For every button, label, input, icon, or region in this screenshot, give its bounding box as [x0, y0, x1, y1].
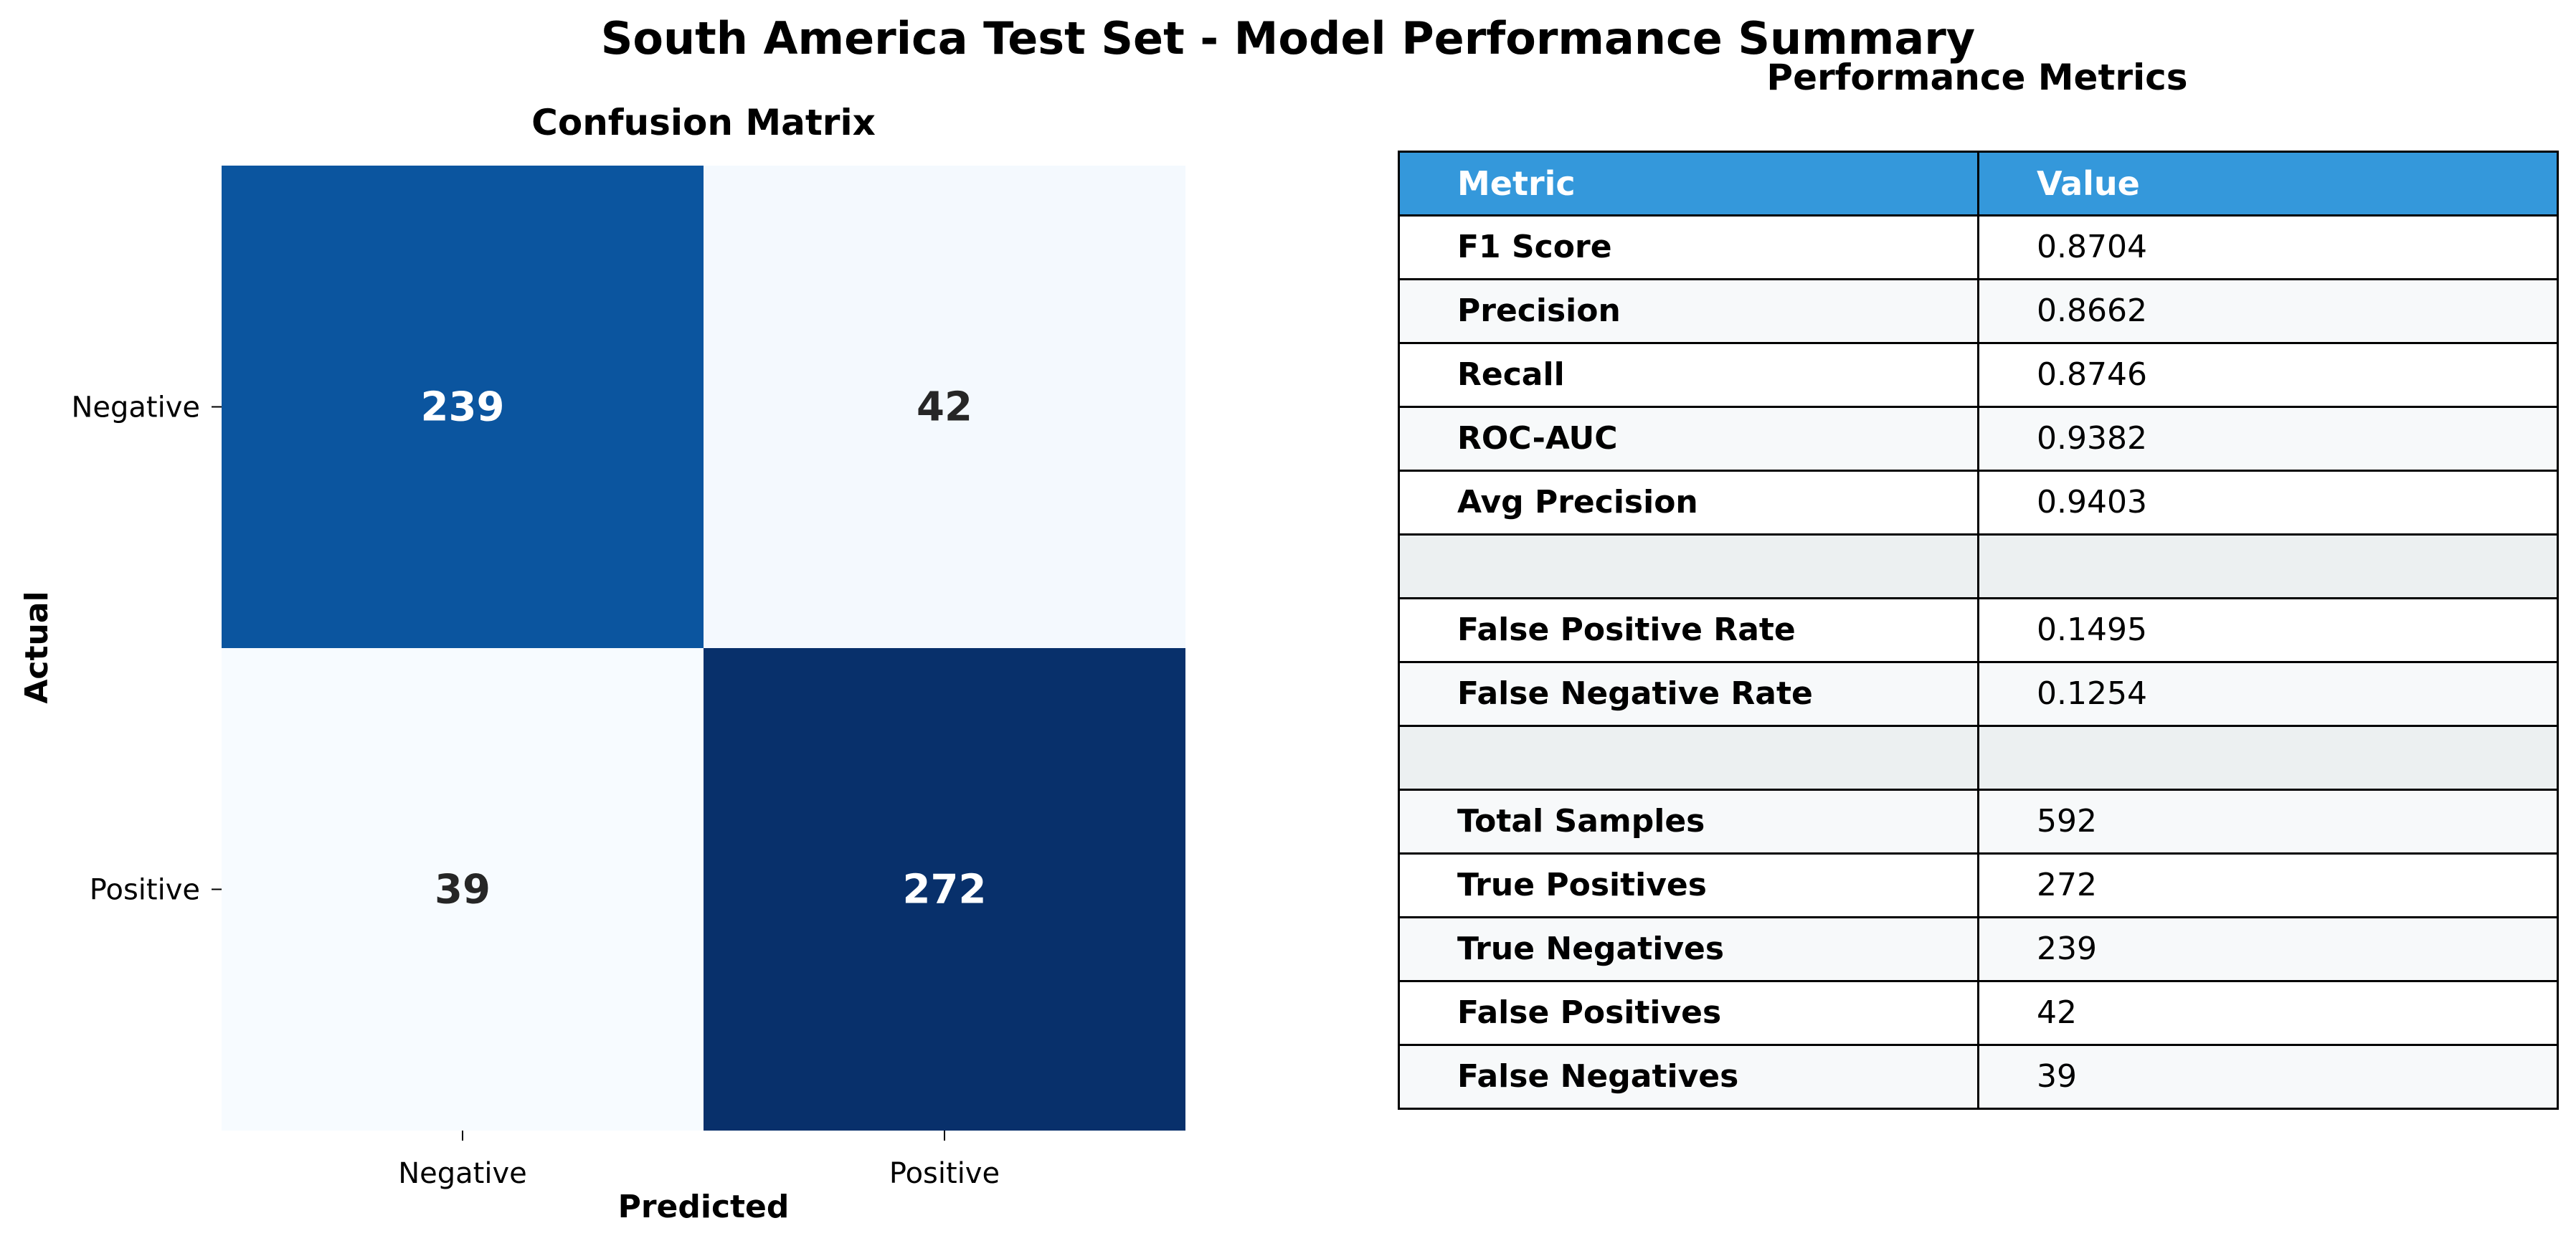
table-row: Recall 0.8746 [1398, 342, 2559, 408]
metric-value-cell: 0.8662 [1977, 278, 2559, 344]
table-row: False Positive Rate 0.1495 [1398, 597, 2559, 663]
metric-value-cell: 0.9403 [1977, 470, 2559, 536]
table-row: Total Samples 592 [1398, 789, 2559, 855]
table-row: True Negatives 239 [1398, 916, 2559, 982]
metrics-table: Metric Value F1 Score 0.8704 Precision 0.86… [1398, 151, 2559, 1110]
table-row: Precision 0.8662 [1398, 278, 2559, 344]
metrics-table-title: Performance Metrics [1766, 57, 2188, 98]
metric-name-cell: F1 Score [1398, 214, 1979, 280]
heatmap-cell-label: 39 [435, 867, 491, 913]
table-header-cell: Metric [1398, 151, 1979, 217]
metric-value-cell: 39 [1977, 1044, 2559, 1110]
metric-name-cell: True Positives [1398, 852, 1979, 918]
table-row: False Positives 42 [1398, 980, 2559, 1046]
figure-title: South America Test Set - Model Performan… [600, 12, 1976, 65]
heatmap-cell-label: 42 [917, 384, 972, 431]
metric-name-cell: False Positives [1398, 980, 1979, 1046]
metric-name-cell [1398, 533, 1979, 599]
heatmap-cell-label: 239 [421, 384, 505, 431]
metric-value-cell: 239 [1977, 916, 2559, 982]
table-row: ROC-AUC 0.9382 [1398, 406, 2559, 472]
x-axis-label: Predicted [618, 1189, 790, 1225]
table-header-row: Metric Value [1398, 151, 2559, 217]
metric-name-cell [1398, 725, 1979, 791]
table-separator-row [1398, 725, 2559, 791]
x-tick-label: Negative [398, 1157, 527, 1190]
table-row: False Negative Rate 0.1254 [1398, 661, 2559, 727]
heatmap-cells: 239 42 39 272 [222, 166, 1185, 1131]
confusion-matrix-chart: 239 42 39 272 Negative Positive Negative Posit… [19, 166, 1185, 1225]
metric-value-cell: 0.1495 [1977, 597, 2559, 663]
table-row: F1 Score 0.8704 [1398, 214, 2559, 280]
metric-value-cell: 42 [1977, 980, 2559, 1046]
heatmap-cell-label: 272 [903, 867, 987, 913]
metric-name-cell: ROC-AUC [1398, 406, 1979, 472]
table-separator-row [1398, 533, 2559, 599]
metric-name-cell: True Negatives [1398, 916, 1979, 982]
table-header-cell: Value [1977, 151, 2559, 217]
confusion-matrix-title: Confusion Matrix [531, 102, 876, 143]
x-tick-label: Positive [889, 1157, 1000, 1190]
metric-value-cell [1977, 533, 2559, 599]
metric-value-cell: 0.8704 [1977, 214, 2559, 280]
heatmap-cell [704, 166, 1185, 648]
table-row: False Negatives 39 [1398, 1044, 2559, 1110]
heatmap-ticks: Negative Positive Negative Positive [71, 391, 1000, 1191]
table-row: Avg Precision 0.9403 [1398, 470, 2559, 536]
heatmap-cell [222, 648, 704, 1131]
y-tick-label: Positive [90, 874, 200, 907]
metric-value-cell: 0.8746 [1977, 342, 2559, 408]
heatmap-cell [704, 648, 1185, 1131]
metric-name-cell: Recall [1398, 342, 1979, 408]
metric-value-cell: 592 [1977, 789, 2559, 855]
table-body: F1 Score 0.8704 Precision 0.8662 Recall 0.874… [1398, 214, 2559, 1110]
metric-name-cell: False Positive Rate [1398, 597, 1979, 663]
y-tick-label: Negative [71, 391, 200, 424]
metric-name-cell: Precision [1398, 278, 1979, 344]
metric-value-cell: 272 [1977, 852, 2559, 918]
metric-value-cell [1977, 725, 2559, 791]
metric-value-cell: 0.9382 [1977, 406, 2559, 472]
metric-name-cell: False Negative Rate [1398, 661, 1979, 727]
table-row: True Positives 272 [1398, 852, 2559, 918]
y-axis-label: Actual [19, 591, 55, 703]
metric-name-cell: False Negatives [1398, 1044, 1979, 1110]
heatmap-cell [222, 166, 704, 648]
metric-name-cell: Avg Precision [1398, 470, 1979, 536]
metric-value-cell: 0.1254 [1977, 661, 2559, 727]
metric-name-cell: Total Samples [1398, 789, 1979, 855]
